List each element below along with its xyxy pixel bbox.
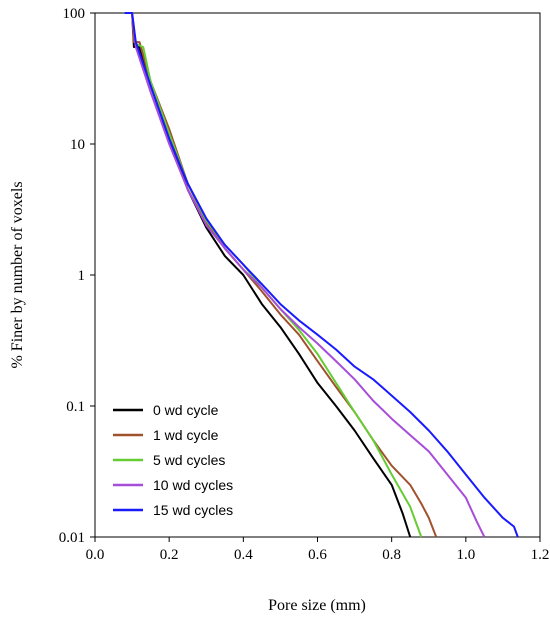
x-tick-label: 0.6: [308, 547, 327, 563]
series-line: [124, 12, 423, 538]
y-tick-label: 100: [63, 6, 86, 22]
legend-label: 15 wd cycles: [153, 502, 233, 518]
series-line: [124, 12, 438, 538]
x-tick-label: 0.0: [86, 547, 105, 563]
x-tick-label: 0.2: [160, 547, 179, 563]
y-axis: 0.01 0.1 1 10 100: [59, 6, 95, 546]
y-tick-label: 0.01: [59, 530, 85, 546]
y-tick-label: 1: [78, 268, 86, 284]
legend: 0 wd cycle 1 wd cycle 5 wd cycles 10 wd cyc…: [113, 402, 233, 518]
plot-area-frame: [94, 12, 541, 538]
x-tick-label: 0.8: [382, 547, 401, 563]
x-tick-label: 1.2: [531, 547, 550, 563]
series-line: [124, 12, 486, 538]
x-tick-label: 1.0: [456, 547, 475, 563]
legend-label: 10 wd cycles: [153, 477, 233, 493]
y-tick-label: 10: [70, 137, 85, 153]
series-line: [124, 12, 412, 538]
x-tick-label: 0.4: [234, 547, 253, 563]
x-axis-title: Pore size (mm): [268, 597, 366, 614]
y-axis-title: % Finer by number of voxels: [9, 181, 26, 368]
legend-label: 0 wd cycle: [153, 402, 219, 418]
x-axis: 0.0 0.2 0.4 0.6 0.8 1.0 1.2: [86, 537, 550, 563]
series-line: [124, 12, 519, 538]
series-group: [124, 12, 519, 538]
y-tick-label: 0.1: [66, 399, 85, 415]
legend-label: 1 wd cycle: [153, 427, 219, 443]
legend-label: 5 wd cycles: [153, 452, 225, 468]
